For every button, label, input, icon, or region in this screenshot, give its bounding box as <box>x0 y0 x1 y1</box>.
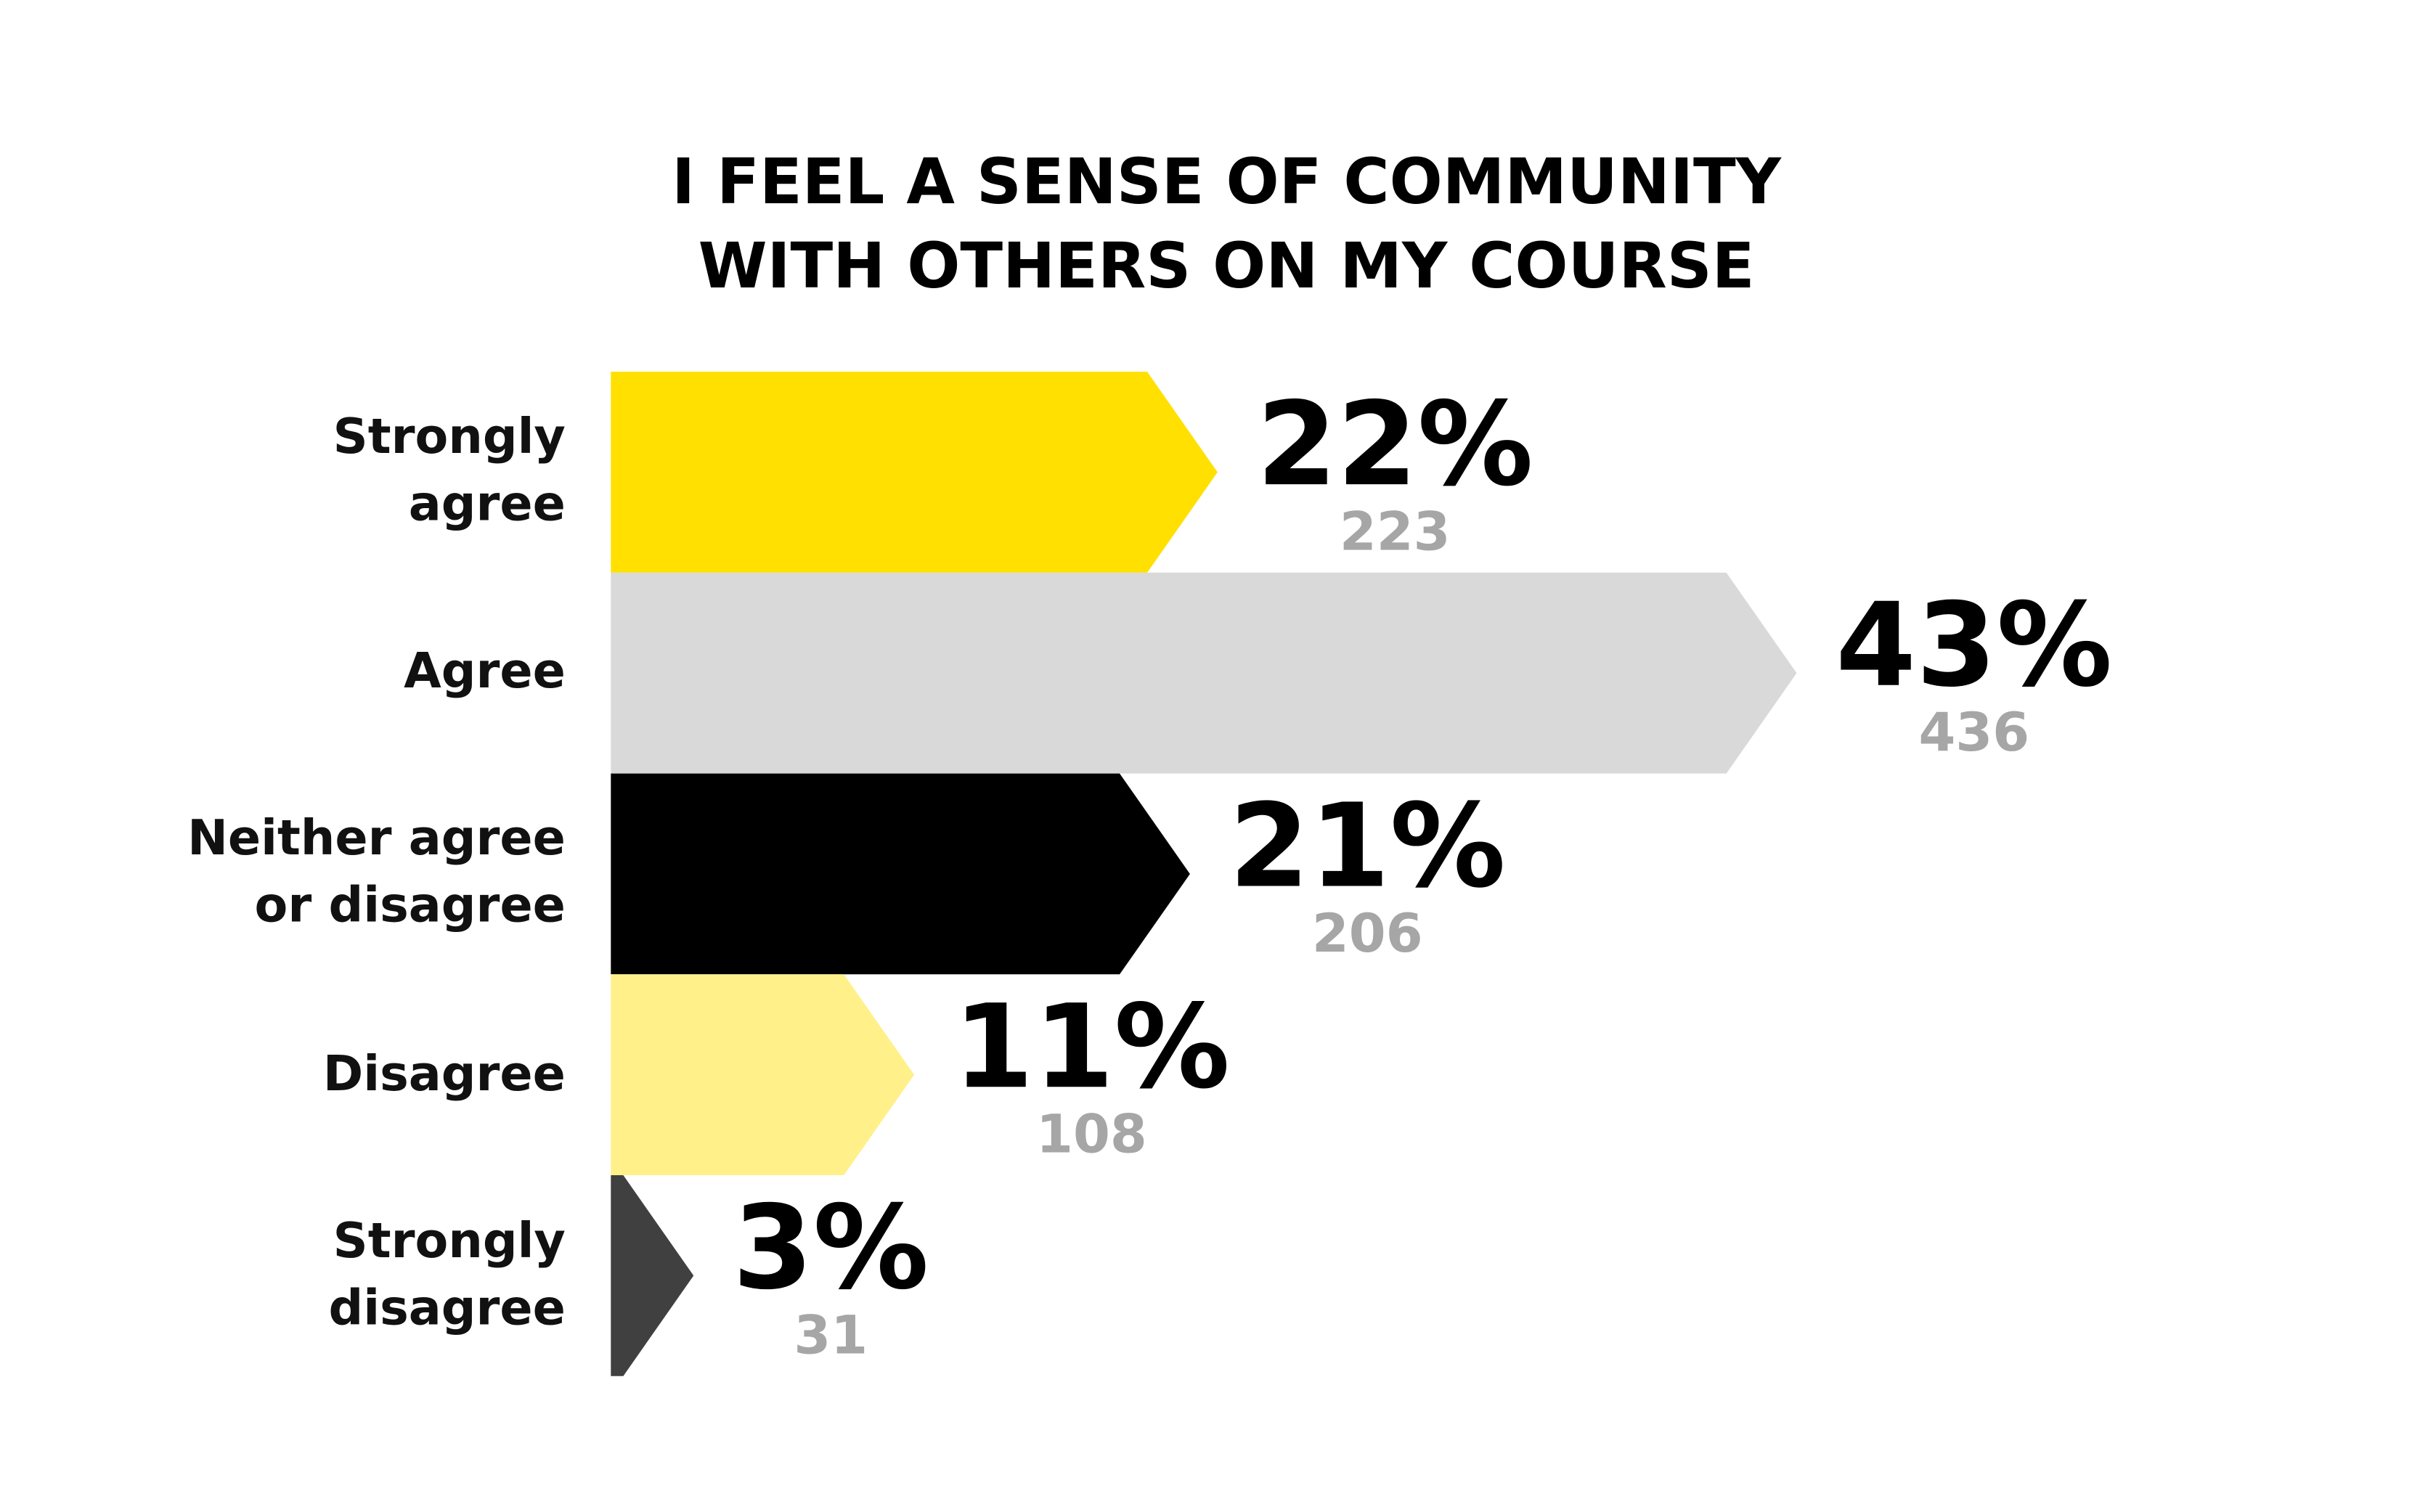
bar <box>611 773 1190 975</box>
bar <box>611 372 1218 573</box>
category-box: Neither agree or disagree <box>187 811 566 935</box>
chart-title: I FEEL A SENSE OF COMMUNITY WITH OTHERS … <box>672 147 1782 303</box>
title-box: I FEEL A SENSE OF COMMUNITY WITH OTHERS … <box>672 147 1782 303</box>
value-label: 21% <box>1229 779 1506 914</box>
value-label: 11% <box>953 979 1230 1114</box>
category-label: Strongly disagree <box>328 1213 566 1337</box>
category-box: Agree <box>404 644 566 700</box>
count-label: 223 <box>1340 501 1451 563</box>
category-label: Strongly agree <box>333 409 566 534</box>
bar <box>611 1175 694 1376</box>
bar <box>611 572 1797 774</box>
category-box: Disagree <box>322 1045 566 1103</box>
count-label: 108 <box>1036 1104 1147 1166</box>
category-label: Neither agree or disagree <box>187 811 566 935</box>
category-box: Strongly disagree <box>328 1213 566 1337</box>
count-label: 436 <box>1918 702 2029 764</box>
value-label: 43% <box>1836 578 2112 713</box>
category-box: Strongly agree <box>333 409 566 534</box>
bar <box>611 974 915 1176</box>
category-label: Agree <box>404 644 566 700</box>
value-label: 22% <box>1257 377 1533 512</box>
count-label: 31 <box>794 1304 868 1366</box>
value-label: 3% <box>733 1180 929 1315</box>
count-label: 206 <box>1312 903 1423 965</box>
category-label: Disagree <box>322 1045 566 1103</box>
